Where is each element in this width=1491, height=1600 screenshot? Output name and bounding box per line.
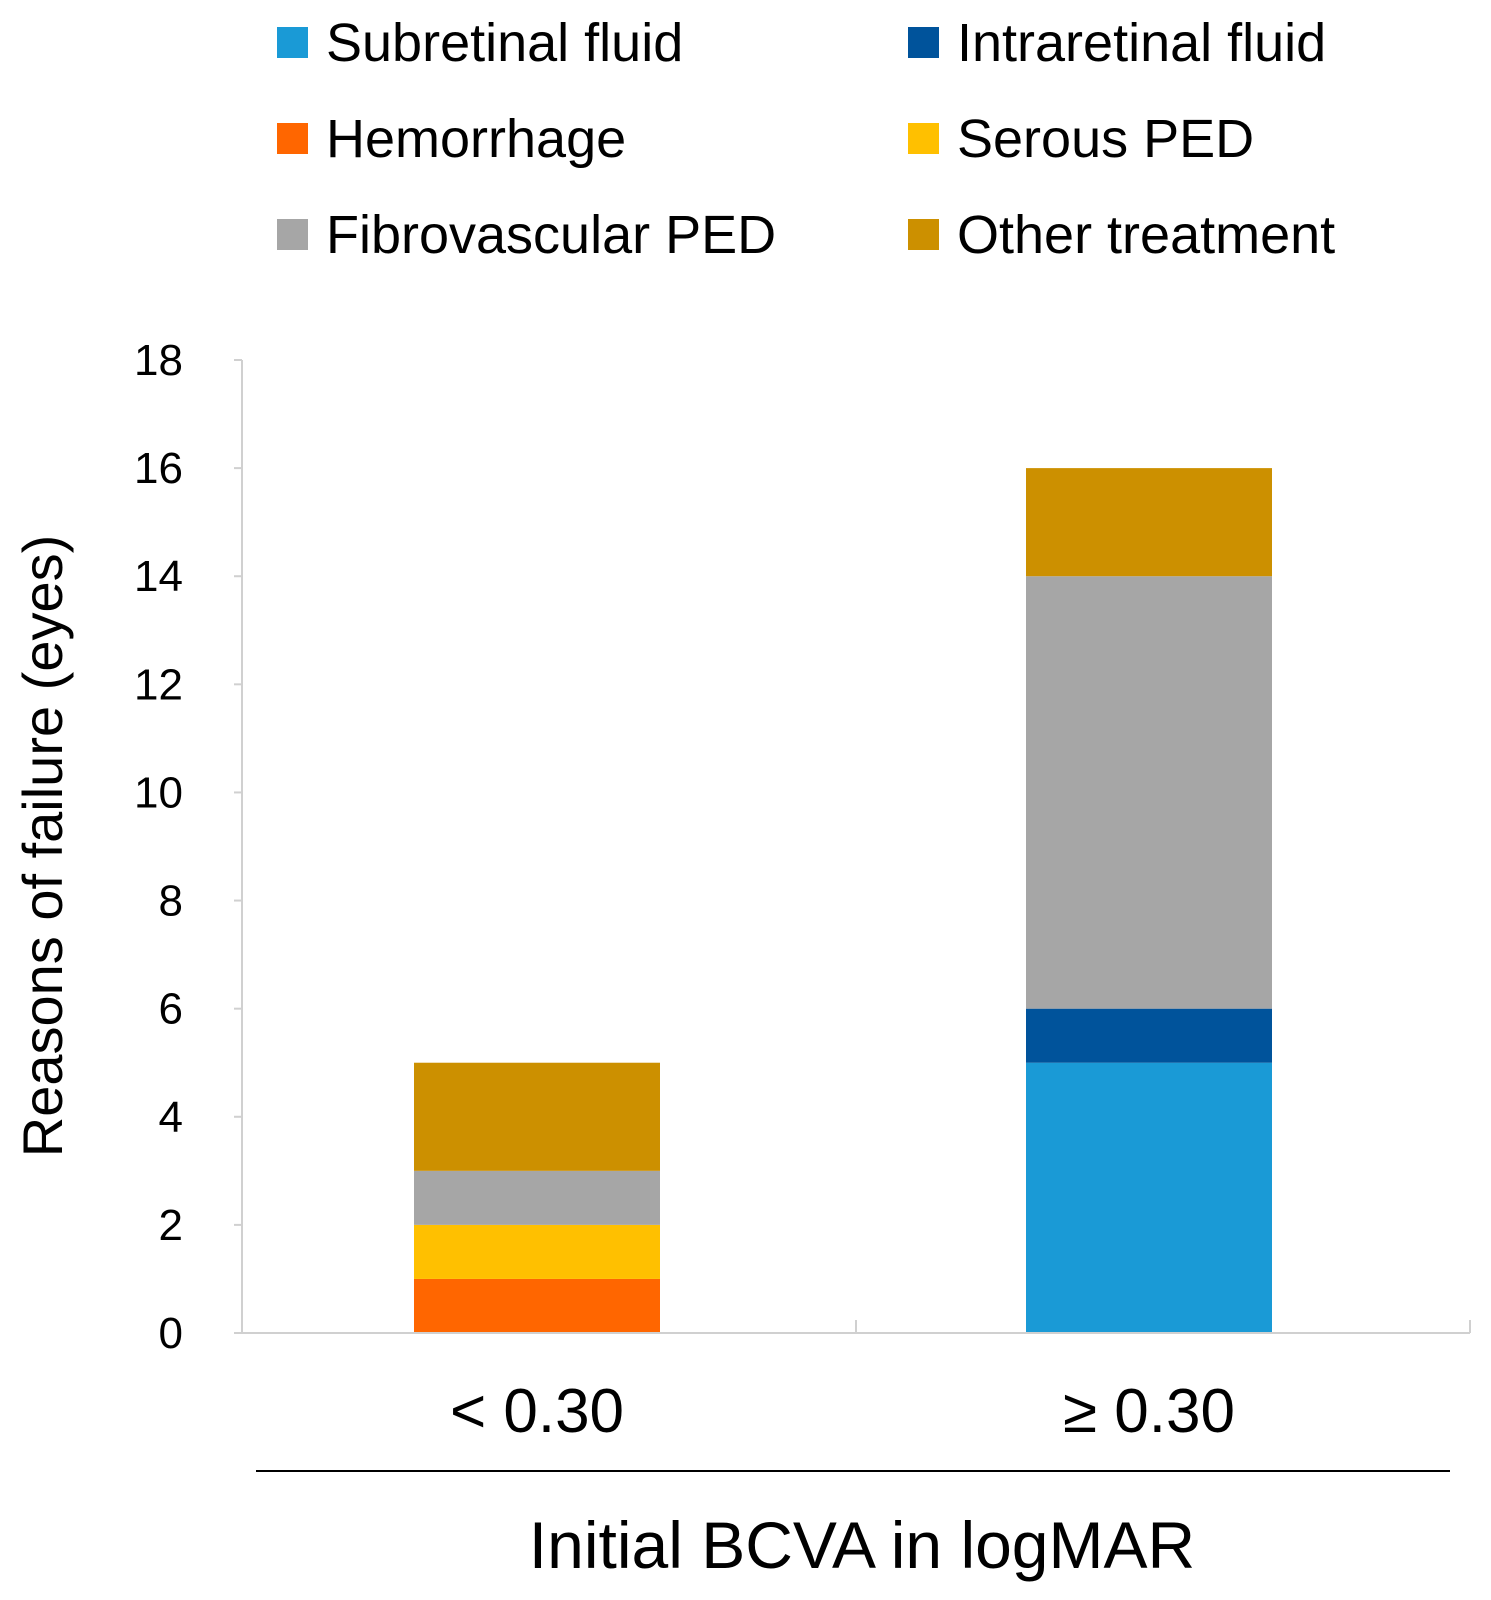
legend-swatch <box>908 27 939 58</box>
legend-label: Fibrovascular PED <box>326 205 776 265</box>
y-tick-label: 10 <box>134 768 183 817</box>
y-tick-label: 8 <box>159 877 183 926</box>
y-tick-label: 4 <box>159 1093 183 1142</box>
y-axis-title: Reasons of failure (eyes) <box>11 535 74 1158</box>
x-category-label: ≥ 0.30 <box>1063 1377 1235 1446</box>
x-axis-title: Initial BCVA in logMAR <box>529 1508 1195 1582</box>
y-tick-label: 12 <box>134 660 183 709</box>
legend-item-subretinal-fluid: Subretinal fluid <box>277 13 683 73</box>
legend-label: Subretinal fluid <box>326 13 683 73</box>
legend-swatch <box>908 123 939 154</box>
legend-swatch <box>277 123 308 154</box>
bar-segment-intraretinal-fluid-cat-1 <box>1026 1008 1272 1063</box>
legend-item-hemorrhage: Hemorrhage <box>277 109 626 169</box>
legend-item-intraretinal-fluid: Intraretinal fluid <box>908 13 1326 73</box>
axes <box>241 360 1471 1334</box>
legend-item-fibrovascular-ped: Fibrovascular PED <box>277 205 776 265</box>
bar-segment-fibrovascular-ped-cat-1 <box>1026 576 1272 1009</box>
bar-segment-subretinal-fluid-cat-1 <box>1026 1062 1272 1333</box>
legend-label: Serous PED <box>957 109 1254 169</box>
legend-swatch <box>277 27 308 58</box>
legend-label: Hemorrhage <box>326 109 626 169</box>
legend-swatch <box>277 219 308 250</box>
x-category-label: < 0.30 <box>450 1377 624 1446</box>
y-ticks: 0 2 4 6 8 10 12 14 16 18 <box>134 336 242 1358</box>
x-categories: < 0.30 ≥ 0.30 <box>450 1377 1235 1446</box>
legend: Subretinal fluid Intraretinal fluid Hemorr… <box>277 13 1335 265</box>
bar-segment-serous-ped-cat-0 <box>414 1224 660 1279</box>
y-tick-label: 18 <box>134 336 183 385</box>
y-tick-label: 16 <box>134 444 183 493</box>
bar-segment-other-treatment-cat-0 <box>414 1062 660 1171</box>
y-tick-label: 6 <box>159 985 183 1034</box>
y-tick-label: 0 <box>159 1309 183 1358</box>
legend-item-serous-ped: Serous PED <box>908 109 1254 169</box>
bars <box>414 468 1272 1333</box>
legend-swatch <box>908 219 939 250</box>
bar-segment-hemorrhage-cat-0 <box>414 1278 660 1333</box>
legend-item-other-treatment: Other treatment <box>908 205 1335 265</box>
y-tick-label: 14 <box>134 552 183 601</box>
plot-area: 0 2 4 6 8 10 12 14 16 18 < 0.30 ≥ 0.30 <box>134 336 1471 1446</box>
bar-segment-fibrovascular-ped-cat-0 <box>414 1170 660 1225</box>
legend-label: Intraretinal fluid <box>957 13 1326 73</box>
legend-label: Other treatment <box>957 205 1335 265</box>
bar-segment-other-treatment-cat-1 <box>1026 468 1272 577</box>
y-tick-label: 2 <box>159 1201 183 1250</box>
